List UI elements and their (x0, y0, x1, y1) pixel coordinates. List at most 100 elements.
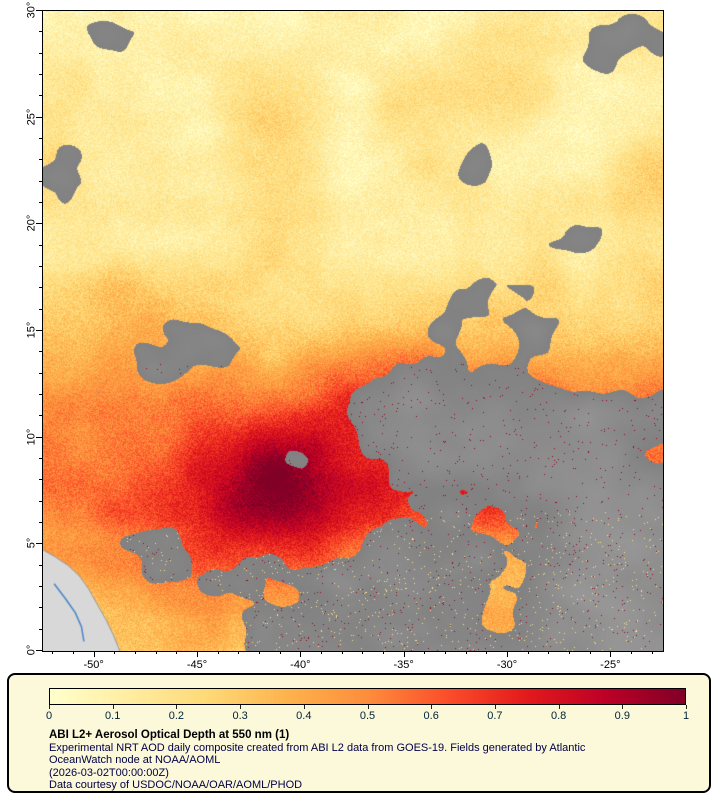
longitude-tick (93, 651, 95, 657)
latitude-tick-label: 5° (26, 538, 38, 549)
latitude-minor-tick (39, 202, 42, 203)
longitude-tick-label: -45° (186, 659, 208, 671)
longitude-tick-label: -25° (600, 659, 621, 671)
colorbar-tick-label: 0.2 (168, 710, 185, 722)
latitude-minor-tick (39, 479, 42, 481)
latitude-minor-tick (39, 266, 42, 267)
longitude-minor-tick (259, 651, 260, 654)
longitude-minor-tick (362, 651, 364, 654)
colorbar-tick (367, 705, 369, 709)
longitude-minor-tick (631, 651, 632, 654)
colorbar-tick (112, 705, 114, 709)
caption-block: ABI L2+ Aerosol Optical Depth at 550 nm … (49, 729, 649, 792)
longitude-minor-tick (486, 651, 488, 654)
latitude-minor-tick (39, 52, 42, 54)
longitude-minor-tick (651, 651, 653, 654)
longitude-minor-tick (424, 651, 426, 654)
longitude-tick-label: -30° (496, 659, 518, 671)
longitude-minor-tick (155, 651, 157, 654)
longitude-minor-tick (527, 651, 529, 654)
latitude-minor-tick (39, 628, 42, 630)
latitude-tick (36, 650, 42, 651)
longitude-tick-label: -40° (290, 659, 311, 671)
colorbar-tick-label: 0.3 (232, 710, 248, 722)
latitude-minor-tick (39, 95, 42, 97)
latitude-minor-tick (39, 586, 42, 587)
longitude-tick (300, 651, 302, 657)
latitude-minor-tick (39, 394, 42, 395)
colorbar-tick (622, 705, 624, 709)
colorbar-tick (303, 705, 305, 709)
colorbar-tick (494, 705, 496, 709)
longitude-minor-tick (114, 651, 116, 654)
latitude-tick-label: 0° (26, 644, 38, 656)
longitude-minor-tick (589, 651, 591, 654)
colorbar-tick (686, 705, 687, 709)
colorbar-tick-label: 0.8 (550, 710, 567, 722)
longitude-minor-tick (465, 651, 467, 654)
latitude-tick-label: 30° (26, 1, 38, 19)
colorbar-tick (558, 705, 560, 709)
latitude-minor-tick (39, 74, 42, 75)
colorbar-tick (176, 705, 178, 709)
longitude-minor-tick (217, 651, 219, 654)
latitude-minor-tick (39, 31, 42, 33)
longitude-tick (610, 651, 612, 657)
colorbar-wrap: 0 0.1 0.2 0.3 0.4 0.5 0.6 0.7 0.8 0.9 1 (45, 688, 690, 728)
latitude-axis: 30° 25° 20° 15° 10° 5° 0° (0, 2, 42, 655)
aod-heatmap-canvas (43, 11, 663, 651)
longitude-minor-tick (569, 651, 570, 654)
latitude-minor-tick (39, 138, 42, 139)
latitude-tick-label: 20° (26, 215, 38, 232)
latitude-minor-tick (39, 351, 42, 353)
latitude-tick (36, 223, 42, 225)
latitude-tick (36, 436, 42, 438)
longitude-minor-tick (73, 651, 74, 654)
caption-description: Experimental NRT AOD daily composite cre… (49, 741, 586, 767)
colorbar-tick-label: 0.5 (359, 710, 376, 722)
latitude-minor-tick (39, 458, 42, 459)
longitude-tick (197, 651, 198, 657)
colorbar-tick-label: 0.1 (105, 710, 121, 722)
longitude-minor-tick (279, 651, 281, 654)
latitude-minor-tick (39, 372, 42, 374)
caption-timestamp: (2026-03-02T00:00:00Z) (49, 766, 169, 779)
latitude-tick-label: 25° (26, 108, 38, 125)
colorbar-tick-label: 1 (682, 710, 690, 722)
longitude-minor-tick (341, 651, 343, 654)
colorbar-tick (240, 705, 242, 709)
latitude-tick-label: 10° (26, 428, 38, 445)
latitude-minor-tick (39, 415, 42, 417)
latitude-tick (36, 10, 42, 11)
colorbar-tick-label: 0.9 (614, 710, 630, 722)
colorbar-tick-label: 0.7 (487, 710, 503, 722)
map-plot (42, 10, 664, 652)
caption-panel: 0 0.1 0.2 0.3 0.4 0.5 0.6 0.7 0.8 0.9 1 ABI L2+ Ae… (7, 673, 711, 793)
colorbar-tick-label: 0 (45, 710, 53, 722)
longitude-minor-tick (321, 651, 322, 654)
latitude-minor-tick (39, 308, 42, 310)
latitude-minor-tick (39, 159, 42, 161)
colorbar-gradient (49, 688, 686, 705)
caption-credit: Data courtesy of USDOC/NOAA/OAR/AOML/PHO… (49, 779, 303, 791)
longitude-minor-tick (52, 651, 54, 654)
latitude-minor-tick (39, 180, 42, 182)
latitude-tick (36, 116, 42, 118)
latitude-minor-tick (39, 287, 42, 289)
latitude-minor-tick (39, 244, 42, 246)
longitude-minor-tick (176, 651, 178, 654)
latitude-tick (36, 543, 42, 545)
longitude-minor-tick (383, 651, 384, 654)
latitude-minor-tick (39, 500, 42, 502)
longitude-minor-tick (238, 651, 240, 654)
colorbar-tick (431, 705, 433, 709)
longitude-axis: -50° -45° -40° -35° -30° -25° (42, 651, 664, 679)
caption-title: ABI L2+ Aerosol Optical Depth at 550 nm … (49, 729, 290, 741)
longitude-minor-tick (135, 651, 136, 654)
longitude-tick-label: -50° (83, 659, 104, 671)
colorbar-tick (49, 705, 50, 709)
latitude-minor-tick (39, 564, 42, 566)
longitude-tick (403, 651, 405, 657)
longitude-minor-tick (445, 651, 446, 654)
latitude-tick-label: 15° (26, 321, 38, 339)
